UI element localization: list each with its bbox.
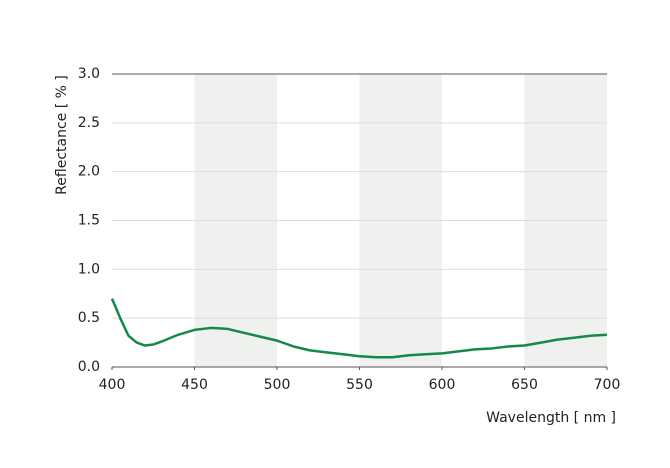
x-tick-label: 400: [99, 377, 126, 393]
x-tick-label: 500: [264, 377, 291, 393]
y-tick-label: 3.0: [78, 66, 100, 82]
y-tick-label: 1.0: [78, 261, 100, 277]
y-tick-label: 2.5: [78, 115, 100, 131]
x-tick-label: 550: [346, 377, 373, 393]
data-line: [110, 298, 608, 359]
x-tick-label: 700: [594, 377, 621, 393]
x-tick-label: 600: [429, 377, 456, 393]
y-tick-label: 1.5: [78, 213, 100, 229]
y-tick-label: 0.5: [78, 310, 100, 326]
x-tick-label: 650: [511, 377, 538, 393]
x-axis-label: Wavelength [ nm ]: [486, 410, 616, 426]
y-axis-label: Reflectance [ % ]: [54, 75, 70, 195]
x-tick-label: 450: [181, 377, 208, 393]
y-tick-label: 0.0: [78, 359, 100, 375]
y-tick-label: 2.0: [78, 164, 100, 180]
